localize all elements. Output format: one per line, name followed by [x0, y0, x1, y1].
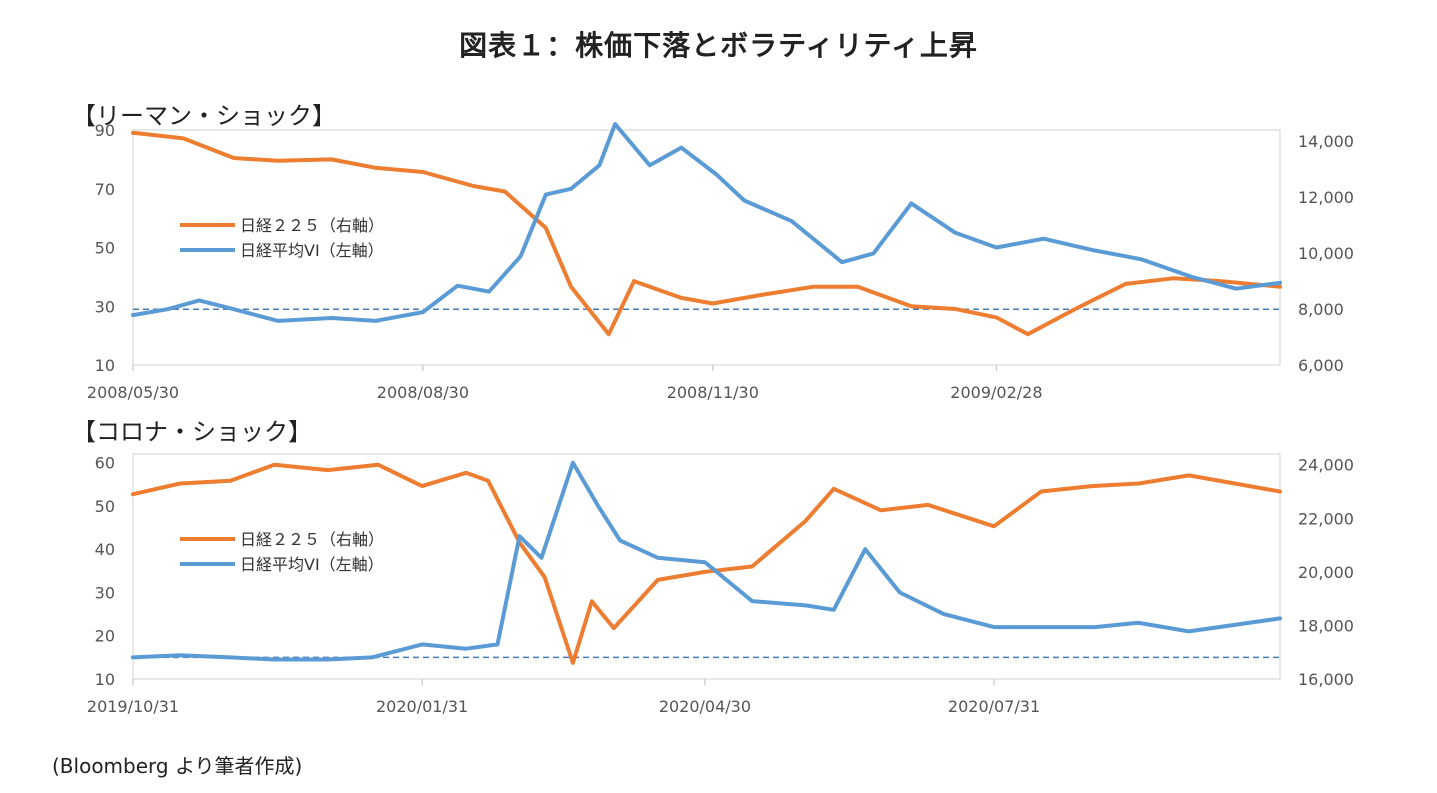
y-left-tick-label: 70 [95, 180, 115, 199]
x-tick-label: 2008/11/30 [667, 383, 759, 402]
y-left-tick-label: 50 [95, 497, 115, 516]
y-right-tick-label: 16,000 [1298, 670, 1354, 689]
legend-label: 日経平均VI（左軸） [240, 241, 384, 260]
x-tick-label: 2020/01/31 [376, 697, 468, 716]
x-tick-label: 2020/07/31 [948, 697, 1040, 716]
vi-series-line [131, 122, 1282, 323]
y-left-tick-label: 50 [95, 239, 115, 258]
y-left-tick-label: 20 [95, 627, 115, 646]
y-right-tick-label: 12,000 [1298, 188, 1354, 207]
source-note: (Bloomberg より筆者作成) [52, 754, 303, 778]
y-left-tick-label: 60 [95, 454, 115, 473]
x-tick-label: 2008/05/30 [87, 383, 179, 402]
nikkei-series-line [131, 462, 1282, 665]
x-tick-label: 2019/10/31 [87, 697, 179, 716]
legend-label: 日経平均VI（左軸） [240, 555, 384, 574]
y-right-tick-label: 8,000 [1298, 300, 1344, 319]
y-right-tick-label: 22,000 [1298, 509, 1354, 528]
section-label-lehman: 【リーマン・ショック】 [72, 102, 336, 130]
legend-label: 日経２２５（右軸） [240, 530, 384, 549]
y-right-tick-label: 24,000 [1298, 456, 1354, 475]
x-tick-label: 2020/04/30 [659, 697, 751, 716]
y-right-tick-label: 14,000 [1298, 132, 1354, 151]
vi-series-line [131, 460, 1282, 662]
y-left-tick-label: 90 [95, 121, 115, 140]
nikkei-series-line [131, 130, 1282, 337]
y-left-tick-label: 10 [95, 670, 115, 689]
y-right-tick-label: 18,000 [1298, 616, 1354, 635]
x-tick-label: 2009/02/28 [950, 383, 1042, 402]
y-left-tick-label: 40 [95, 540, 115, 559]
plot-area [132, 453, 1281, 680]
y-right-tick-label: 6,000 [1298, 356, 1344, 375]
y-left-tick-label: 30 [95, 583, 115, 602]
section-label-corona: 【コロナ・ショック】 [72, 418, 312, 446]
lehman-chart: 2008/05/30 2008/08/30 2008/11/30 2009/02/28… [87, 121, 1354, 402]
corona-chart: 2019/10/31 2020/01/31 2020/04/30 2020/07/31… [87, 453, 1354, 716]
y-right-tick-label: 20,000 [1298, 563, 1354, 582]
y-right-tick-label: 10,000 [1298, 244, 1354, 263]
chart-title: 図表１：株価下落とボラティリティ上昇 [459, 29, 978, 62]
y-left-tick-label: 10 [95, 356, 115, 375]
plot-area [132, 129, 1281, 366]
y-left-tick-label: 30 [95, 297, 115, 316]
x-tick-label: 2008/08/30 [377, 383, 469, 402]
legend-label: 日経２２５（右軸） [240, 216, 384, 235]
